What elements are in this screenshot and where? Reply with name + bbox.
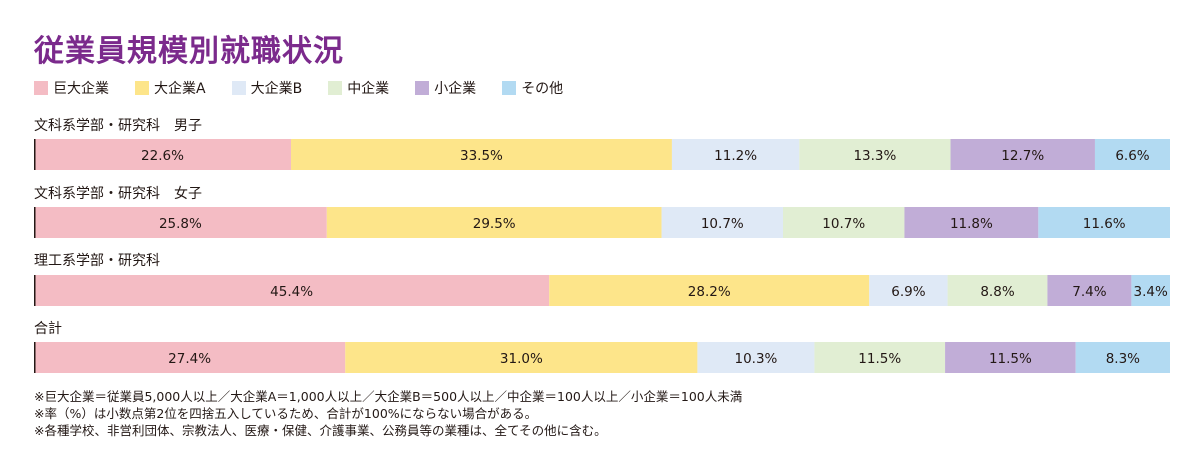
stacked-bar-svg-3: 27.4% 31.0% 10.3% 11.5% 11.5% 8.3% (34, 342, 1170, 373)
bar-segment-2-5 (1131, 275, 1170, 306)
row-label-0: 文科系学部・研究科 男子 (34, 118, 202, 134)
legend-swatch-4 (415, 81, 430, 95)
row-label-3: 合計 (34, 321, 62, 337)
legend-label-0: 巨大企業 (53, 81, 109, 97)
bar-label-3-3: 11.5% (858, 351, 901, 367)
legend-swatch-5 (502, 81, 517, 95)
row-label-1: 文科系学部・研究科 女子 (34, 186, 202, 202)
bar-label-1-0: 25.8% (159, 216, 202, 232)
legend-label-3: 中企業 (347, 81, 390, 97)
legend-swatch-0 (34, 81, 48, 95)
bar-label-2-5: 3.4% (1134, 284, 1168, 300)
bar-segment-0-4 (950, 139, 1095, 170)
bar-label-0-4: 12.7% (1001, 148, 1044, 164)
bar-segment-1-4 (904, 207, 1039, 238)
footnote-0: ※巨大企業＝従業員5,000人以上／大企業A＝1,000人以上／大企業B＝500… (34, 389, 743, 404)
bar-label-1-4: 11.8% (950, 216, 993, 232)
bar-segment-0-5 (1094, 139, 1170, 170)
bar-segment-2-2 (869, 275, 948, 306)
bar-label-3-4: 11.5% (989, 351, 1032, 367)
stacked-bar-svg-0: 22.6% 33.5% 11.2% 13.3% 12.7% 6.6% (34, 139, 1170, 170)
legend-swatch-1 (135, 81, 149, 95)
bar-segment-1-5 (1038, 207, 1170, 238)
bar-segment-1-2 (661, 207, 784, 238)
bar-segment-0-3 (799, 139, 951, 170)
bar-segment-0-0 (34, 139, 291, 170)
bar-label-3-1: 31.0% (500, 351, 543, 367)
bar-segment-2-4 (1047, 275, 1132, 306)
legend-item-1: 大企業A (135, 78, 206, 98)
bar-label-2-2: 6.9% (891, 284, 925, 300)
bar-label-1-3: 10.7% (822, 216, 865, 232)
bar-segment-3-5 (1075, 342, 1170, 373)
bar-segment-3-1 (345, 342, 698, 373)
legend-swatch-2 (231, 81, 246, 95)
bar-segment-2-0 (34, 275, 550, 306)
bar-label-2-0: 45.4% (270, 284, 313, 300)
legend-item-2: 大企業B (231, 78, 303, 98)
legend-label-5: その他 (521, 81, 564, 97)
bar-segment-3-3 (814, 342, 946, 373)
bar-label-3-0: 27.4% (168, 351, 211, 367)
bar-segment-2-1 (549, 275, 870, 306)
footnote-2: ※各種学校、非営利団体、宗教法人、医療・保健、介護事業、公務員等の業種は、全てそ… (34, 423, 607, 438)
bar-label-1-5: 11.6% (1083, 216, 1126, 232)
chart-title: 従業員規模別就職状況 (34, 34, 344, 69)
bar-segment-1-3 (783, 207, 905, 238)
bar-segment-0-2 (671, 139, 800, 170)
stacked-bar-svg-1: 25.8% 29.5% 10.7% 10.7% 11.8% 11.6% (34, 207, 1170, 238)
legend-swatch-3 (328, 81, 343, 95)
legend-item-4: 小企業 (415, 78, 476, 98)
bar-label-0-3: 13.3% (853, 148, 896, 164)
stacked-bar-2: 45.4% 28.2% 6.9% 8.8% 7.4% 3.4% (34, 275, 1170, 306)
footnote-1: ※率（%）は小数点第2位を四捨五入しているため、合計が100%にならない場合があ… (34, 406, 538, 421)
bar-segment-3-0 (34, 342, 346, 373)
bar-label-1-2: 10.7% (701, 216, 744, 232)
bar-label-0-5: 6.6% (1115, 148, 1149, 164)
stacked-bar-svg-2: 45.4% 28.2% 6.9% 8.8% 7.4% 3.4% (34, 275, 1170, 306)
legend-label-1: 大企業A (154, 81, 206, 97)
bar-label-0-0: 22.6% (141, 148, 184, 164)
bar-label-0-1: 33.5% (460, 148, 503, 164)
bar-label-2-4: 7.4% (1072, 284, 1106, 300)
row-label-2: 理工系学部・研究科 (34, 253, 160, 269)
footnotes: ※巨大企業＝従業員5,000人以上／大企業A＝1,000人以上／大企業B＝500… (34, 388, 742, 439)
bar-segment-0-1 (290, 139, 672, 170)
stacked-bar-1: 25.8% 29.5% 10.7% 10.7% 11.8% 11.6% (34, 207, 1170, 238)
bar-label-3-2: 10.3% (734, 351, 777, 367)
legend-item-5: その他 (502, 78, 563, 98)
legend-label-2: 大企業B (250, 81, 303, 97)
bar-label-2-3: 8.8% (980, 284, 1014, 300)
bar-segment-2-3 (947, 275, 1048, 306)
legend: 巨大企業 大企業A 大企業B 中企業 小企業 その他 (34, 78, 589, 98)
bar-segment-3-4 (945, 342, 1076, 373)
stacked-bar-3: 27.4% 31.0% 10.3% 11.5% 11.5% 8.3% (34, 342, 1170, 373)
stacked-bar-0: 22.6% 33.5% 11.2% 13.3% 12.7% 6.6% (34, 139, 1170, 170)
legend-label-4: 小企業 (434, 81, 477, 97)
bar-label-0-2: 11.2% (714, 148, 757, 164)
legend-item-3: 中企業 (328, 78, 389, 98)
bar-segment-1-1 (326, 207, 662, 238)
legend-item-0: 巨大企業 (34, 78, 109, 98)
bar-label-1-1: 29.5% (473, 216, 516, 232)
bar-label-2-1: 28.2% (688, 284, 731, 300)
bar-segment-1-0 (34, 207, 327, 238)
bar-segment-3-2 (697, 342, 815, 373)
bar-label-3-5: 8.3% (1106, 351, 1140, 367)
